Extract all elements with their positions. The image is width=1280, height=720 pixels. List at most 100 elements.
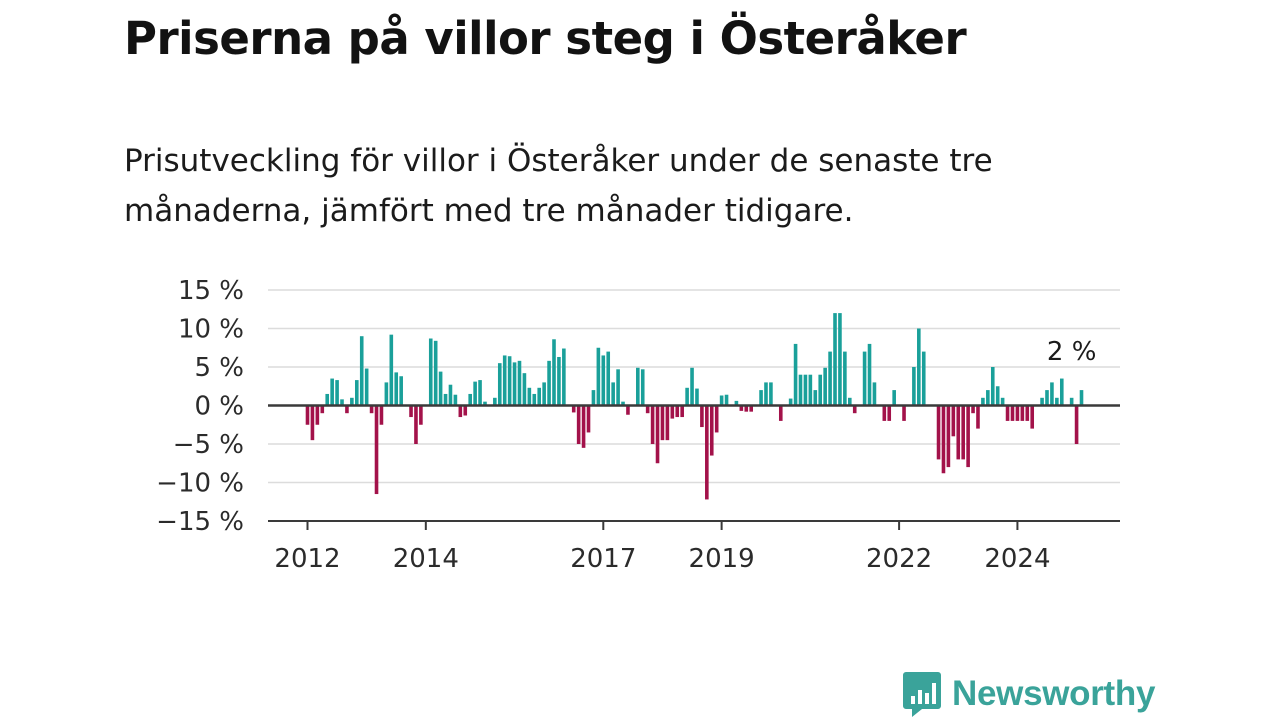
y-tick-label: 15 % xyxy=(178,276,244,306)
x-tick-label: 2012 xyxy=(274,544,340,574)
bar xyxy=(887,405,892,421)
bar xyxy=(379,405,384,425)
y-tick-label: −10 % xyxy=(156,469,244,499)
bar xyxy=(1040,397,1044,406)
bar xyxy=(1030,405,1035,429)
bar xyxy=(621,401,625,406)
x-tick-label: 2022 xyxy=(866,544,932,574)
bar xyxy=(808,374,813,406)
x-tick-label: 2014 xyxy=(393,544,459,574)
bar xyxy=(507,356,512,406)
bar xyxy=(453,394,458,406)
bar xyxy=(1050,382,1054,406)
bar xyxy=(665,405,670,441)
bar xyxy=(724,394,729,406)
bar xyxy=(1069,397,1074,406)
bar xyxy=(759,390,763,406)
bar xyxy=(483,401,487,406)
bar xyxy=(448,384,453,406)
bar xyxy=(310,405,315,441)
x-tick-label: 2019 xyxy=(689,544,755,574)
bar xyxy=(892,390,896,406)
bar xyxy=(468,393,472,406)
bar xyxy=(714,405,719,433)
bar xyxy=(562,348,566,406)
bar xyxy=(843,351,847,406)
bar xyxy=(1045,390,1049,406)
bar xyxy=(611,382,615,406)
bar xyxy=(493,397,497,406)
bar xyxy=(1025,405,1030,421)
bar xyxy=(986,390,990,406)
bar xyxy=(862,351,867,406)
bar xyxy=(995,386,1000,406)
bar xyxy=(502,355,507,406)
bar xyxy=(532,393,537,406)
bar xyxy=(359,336,364,406)
bar xyxy=(364,368,369,406)
bar xyxy=(320,405,325,414)
axes xyxy=(268,404,1120,522)
bar xyxy=(443,393,448,406)
bar xyxy=(675,405,680,418)
chart-subtitle: Prisutveckling för villor i Österåker un… xyxy=(124,143,993,229)
bar xyxy=(941,405,946,474)
bar xyxy=(961,405,965,460)
bar xyxy=(557,356,561,406)
y-tick-label: 5 % xyxy=(194,353,244,383)
bar xyxy=(1010,405,1015,421)
bar xyxy=(340,399,344,406)
bar xyxy=(537,387,542,406)
bar xyxy=(522,373,527,406)
bar xyxy=(1055,397,1059,406)
bar xyxy=(749,405,753,412)
bar xyxy=(867,343,872,406)
bar xyxy=(744,405,749,412)
bar xyxy=(769,382,773,406)
bar xyxy=(315,405,320,425)
bar xyxy=(636,367,640,406)
bar xyxy=(355,380,359,406)
y-tick-label: 10 % xyxy=(178,315,244,345)
bar xyxy=(389,334,394,406)
bar xyxy=(838,313,842,406)
bar xyxy=(956,405,961,460)
bar xyxy=(695,388,699,406)
bar xyxy=(438,371,443,406)
bar xyxy=(409,405,413,418)
bar xyxy=(640,369,645,406)
bar xyxy=(852,405,857,414)
bar xyxy=(414,405,418,444)
bar xyxy=(512,362,517,406)
bar xyxy=(1000,397,1005,406)
bar xyxy=(990,367,995,406)
y-axis-tick-labels: 15 % 10 % 5 % 0 % −5 % −10 % −15 % xyxy=(156,276,244,537)
y-tick-label: 0 % xyxy=(194,392,244,422)
bar xyxy=(798,374,803,406)
bar xyxy=(685,387,689,406)
bar xyxy=(966,405,970,468)
newsworthy-chat-bars-icon xyxy=(903,672,941,717)
bar xyxy=(823,367,827,406)
bar xyxy=(803,374,808,406)
bar xyxy=(690,367,694,406)
bar xyxy=(419,405,423,425)
bar xyxy=(705,405,709,500)
bar xyxy=(951,405,956,437)
bar xyxy=(793,343,798,406)
x-tick-label: 2024 xyxy=(984,544,1050,574)
bar xyxy=(330,378,334,406)
bar xyxy=(527,387,532,406)
bar xyxy=(670,405,675,419)
annotations: 2 % xyxy=(1047,337,1097,367)
bar xyxy=(788,398,793,406)
bar xyxy=(680,405,684,418)
y-tick-label: −5 % xyxy=(173,430,244,460)
bar xyxy=(1020,405,1025,421)
bars xyxy=(305,313,1084,500)
bar xyxy=(936,405,941,460)
bar xyxy=(739,405,744,411)
bar xyxy=(650,405,655,444)
bar xyxy=(902,405,906,421)
